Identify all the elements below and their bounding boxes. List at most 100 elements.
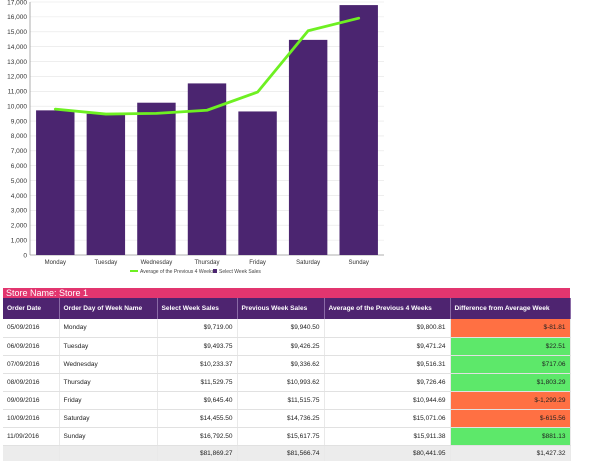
- bar-monday: [36, 110, 75, 255]
- cell-select-week-sales: $14,455.50: [157, 409, 238, 428]
- x-tick-label: Thursday: [194, 260, 219, 266]
- legend-bar-swatch: [213, 269, 217, 273]
- y-tick-label: 11,000: [8, 89, 28, 96]
- x-tick-label: Sunday: [349, 260, 369, 266]
- table-header-row: Order Date Order Day of Week Name Select…: [3, 298, 571, 319]
- store-name-banner: Store Name: Store 1: [3, 288, 570, 298]
- cell-difference: $1,803.29: [450, 373, 571, 392]
- y-tick-label: 12,000: [7, 74, 27, 81]
- cell-order-date: 09/09/2016: [3, 391, 60, 410]
- cell-day-name: Sunday: [59, 427, 158, 446]
- header-order-date[interactable]: Order Date: [3, 298, 60, 319]
- cell-day-name: Tuesday: [59, 337, 158, 356]
- cell-select-week-sales: $9,719.00: [157, 319, 238, 338]
- cell-previous-week-sales: $15,617.75: [237, 427, 325, 446]
- y-tick-label: 16,000: [7, 14, 27, 21]
- cell-order-date: 07/09/2016: [3, 355, 60, 374]
- y-tick-label: 5,000: [11, 178, 28, 185]
- y-tick-label: 17,000: [7, 0, 27, 6]
- y-tick-label: 6,000: [11, 163, 28, 170]
- header-order-day[interactable]: Order Day of Week Name: [59, 298, 158, 319]
- y-tick-label: 2,000: [11, 223, 28, 230]
- y-tick-label: 4,000: [11, 193, 28, 200]
- y-tick-label: 10,000: [7, 103, 27, 110]
- cell-difference: $881.13: [450, 427, 571, 446]
- cell-difference: $-81.81: [450, 319, 571, 338]
- cell-order-date: 11/09/2016: [3, 427, 60, 446]
- cell-difference: $22.51: [450, 337, 571, 356]
- cell-day-name: Saturday: [59, 409, 158, 428]
- legend-item-average: Average of the Previous 4 Weeks: [140, 269, 215, 275]
- sales-table: Order Date Order Day of Week Name Select…: [3, 298, 571, 461]
- x-tick-label: Friday: [249, 260, 266, 266]
- y-tick-label: 9,000: [11, 118, 28, 125]
- cell-select-week-sales: $16,792.50: [157, 427, 238, 446]
- x-tick-label: Monday: [45, 260, 66, 266]
- cell-difference: $-1,299.29: [450, 391, 571, 410]
- cell-previous-week-sales: $14,736.25: [237, 409, 325, 428]
- cell-difference: $717.06: [450, 355, 571, 374]
- cell-total-empty: [3, 445, 60, 461]
- table-row: 08/09/2016 Thursday $11,529.75 $10,993.6…: [3, 373, 571, 392]
- cell-select-week-sales: $11,529.75: [157, 373, 238, 392]
- cell-difference: $-615.56: [450, 409, 571, 428]
- table-row: 05/09/2016 Monday $9,719.00 $9,940.50 $9…: [3, 319, 571, 338]
- cell-average-previous-4-weeks: $10,944.69: [324, 391, 451, 410]
- total-difference: $1,427.32: [450, 445, 571, 461]
- y-tick-label: 1,000: [11, 237, 28, 244]
- cell-previous-week-sales: $9,336.62: [237, 355, 325, 374]
- header-select-week-sales[interactable]: Select Week Sales: [157, 298, 238, 319]
- cell-average-previous-4-weeks: $9,800.81: [324, 319, 451, 338]
- total-previous-week-sales: $81,566.74: [237, 445, 325, 461]
- cell-day-name: Thursday: [59, 373, 158, 392]
- y-tick-label: 3,000: [11, 208, 28, 215]
- table-row: 07/09/2016 Wednesday $10,233.37 $9,336.6…: [3, 355, 571, 374]
- bar-friday: [238, 111, 277, 255]
- sales-chart-svg: 0 1,000 2,000 3,000 4,000 5,000 6,000 7,000 8,00…: [7, 0, 384, 275]
- header-previous-week-sales[interactable]: Previous Week Sales: [237, 298, 325, 319]
- y-tick-label: 7,000: [11, 148, 28, 155]
- table-row: 11/09/2016 Sunday $16,792.50 $15,617.75 …: [3, 427, 571, 446]
- table-row: 10/09/2016 Saturday $14,455.50 $14,736.2…: [3, 409, 571, 428]
- y-tick-label: 0: [23, 252, 27, 259]
- cell-day-name: Friday: [59, 391, 158, 410]
- cell-total-empty: [59, 445, 158, 461]
- cell-previous-week-sales: $9,940.50: [237, 319, 325, 338]
- bar-saturday: [288, 39, 328, 255]
- legend-item-select-week: Select Week Sales: [219, 269, 261, 275]
- cell-average-previous-4-weeks: $9,471.24: [324, 337, 451, 356]
- cell-average-previous-4-weeks: $9,516.31: [324, 355, 451, 374]
- cell-day-name: Wednesday: [59, 355, 158, 374]
- cell-day-name: Monday: [59, 319, 158, 338]
- total-select-week-sales: $81,869.27: [157, 445, 238, 461]
- x-tick-label: Tuesday: [94, 260, 117, 266]
- sales-chart: 0 1,000 2,000 3,000 4,000 5,000 6,000 7,000 8,00…: [7, 0, 384, 275]
- y-tick-label: 13,000: [7, 59, 27, 66]
- cell-previous-week-sales: $9,426.25: [237, 337, 325, 356]
- header-average-previous-4-weeks[interactable]: Average of the Previous 4 Weeks: [324, 298, 451, 319]
- cell-select-week-sales: $10,233.37: [157, 355, 238, 374]
- table-total-row: $81,869.27 $81,566.74 $80,441.95 $1,427.…: [3, 445, 571, 461]
- y-tick-label: 14,000: [7, 44, 27, 51]
- y-tick-label: 8,000: [11, 133, 28, 140]
- cell-previous-week-sales: $10,993.62: [237, 373, 325, 392]
- cell-select-week-sales: $9,645.40: [157, 391, 238, 410]
- header-difference-from-average[interactable]: Difference from Average Week: [450, 298, 571, 319]
- table-row: 09/09/2016 Friday $9,645.40 $11,515.75 $…: [3, 391, 571, 410]
- cell-order-date: 06/09/2016: [3, 337, 60, 356]
- cell-select-week-sales: $9,493.75: [157, 337, 238, 356]
- cell-order-date: 05/09/2016: [3, 319, 60, 338]
- y-tick-label: 15,000: [7, 29, 27, 36]
- bar-tuesday: [86, 113, 126, 255]
- cell-order-date: 10/09/2016: [3, 409, 60, 428]
- cell-average-previous-4-weeks: $15,071.06: [324, 409, 451, 428]
- x-tick-label: Saturday: [296, 260, 320, 266]
- cell-average-previous-4-weeks: $9,726.46: [324, 373, 451, 392]
- total-average-previous-4-weeks: $80,441.95: [324, 445, 451, 461]
- cell-order-date: 08/09/2016: [3, 373, 60, 392]
- bar-sunday: [339, 5, 378, 255]
- cell-average-previous-4-weeks: $15,911.38: [324, 427, 451, 446]
- table-row: 06/09/2016 Tuesday $9,493.75 $9,426.25 $…: [3, 337, 571, 356]
- cell-previous-week-sales: $11,515.75: [237, 391, 325, 410]
- x-tick-label: Wednesday: [141, 260, 173, 266]
